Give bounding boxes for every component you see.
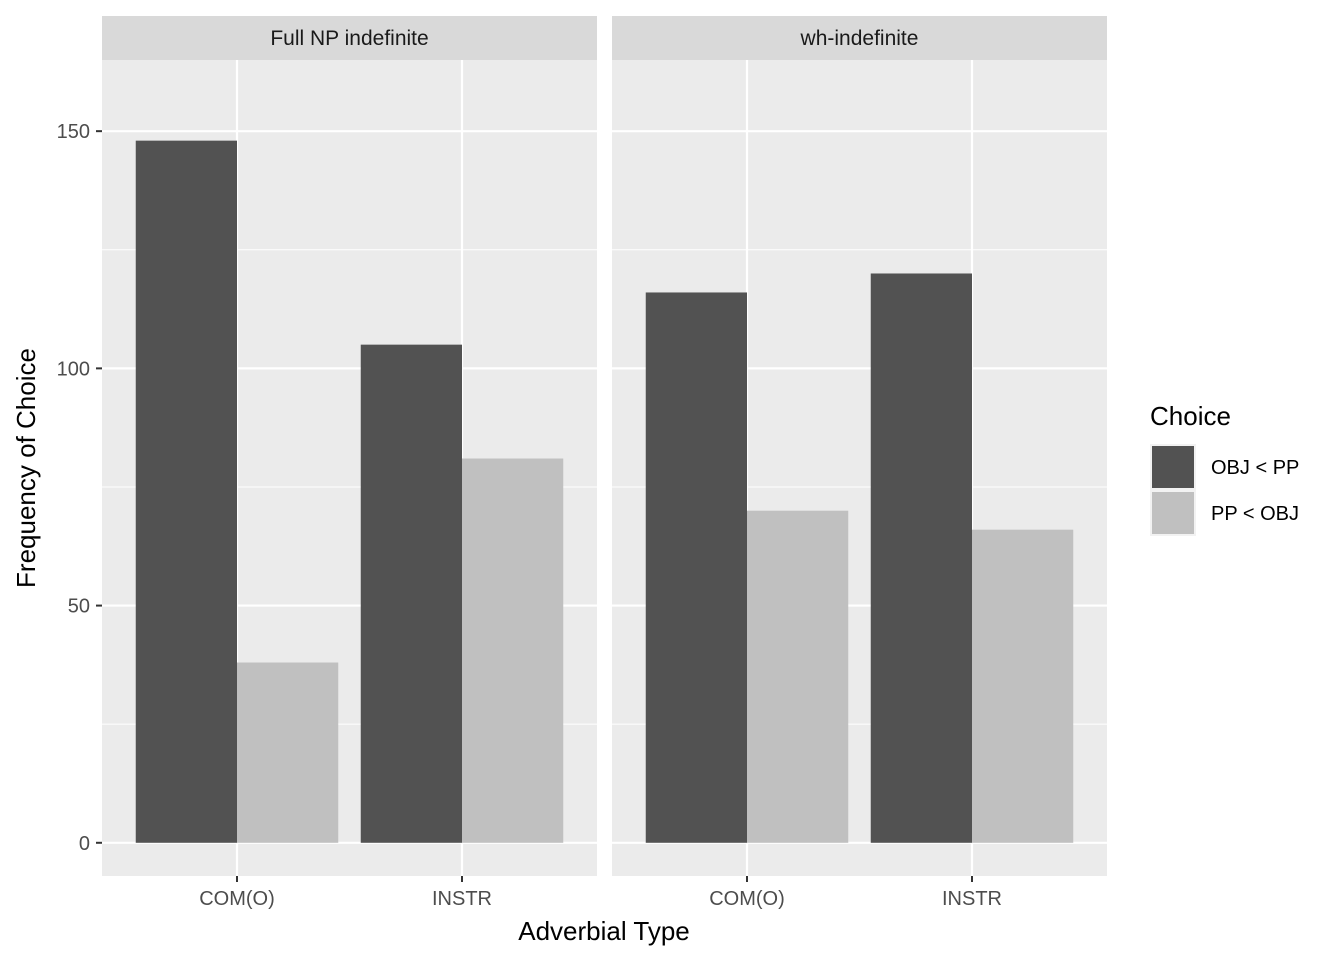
facet-panel: Full NP indefinite COM(O) INSTR	[102, 16, 597, 910]
bar	[135, 140, 237, 843]
y-axis-title: Frequency of Choice	[11, 348, 41, 588]
y-tick-label: 100	[57, 358, 90, 380]
legend-key	[1152, 492, 1194, 534]
x-tick-label: INSTR	[942, 888, 1002, 910]
facet-panel: wh-indefinite COM(O) INSTR	[612, 16, 1107, 910]
y-axis: 0 50 100 150	[57, 121, 102, 855]
facet-strip	[612, 16, 1107, 60]
legend-title: Choice	[1150, 401, 1231, 431]
bar	[972, 529, 1074, 843]
bar	[360, 344, 462, 843]
y-tick-label: 50	[68, 596, 90, 618]
bar	[870, 273, 972, 843]
facet-strip-label: Full NP indefinite	[270, 27, 428, 50]
x-axis-title: Adverbial Type	[518, 916, 690, 946]
y-tick-label: 150	[57, 121, 90, 143]
x-tick-label: COM(O)	[199, 888, 275, 910]
bar	[462, 458, 564, 843]
legend-label: PP < OBJ	[1211, 503, 1299, 525]
legend: Choice OBJ < PP PP < OBJ	[1150, 401, 1299, 536]
facet-strip-label: wh-indefinite	[800, 27, 919, 50]
bar	[645, 292, 747, 843]
y-tick-label: 0	[79, 833, 90, 855]
facet-strip	[102, 16, 597, 60]
x-tick-label: COM(O)	[709, 888, 785, 910]
x-tick-label: INSTR	[432, 888, 492, 910]
bar	[747, 510, 849, 843]
legend-key	[1152, 446, 1194, 488]
legend-label: OBJ < PP	[1211, 457, 1299, 479]
bar	[237, 662, 339, 843]
